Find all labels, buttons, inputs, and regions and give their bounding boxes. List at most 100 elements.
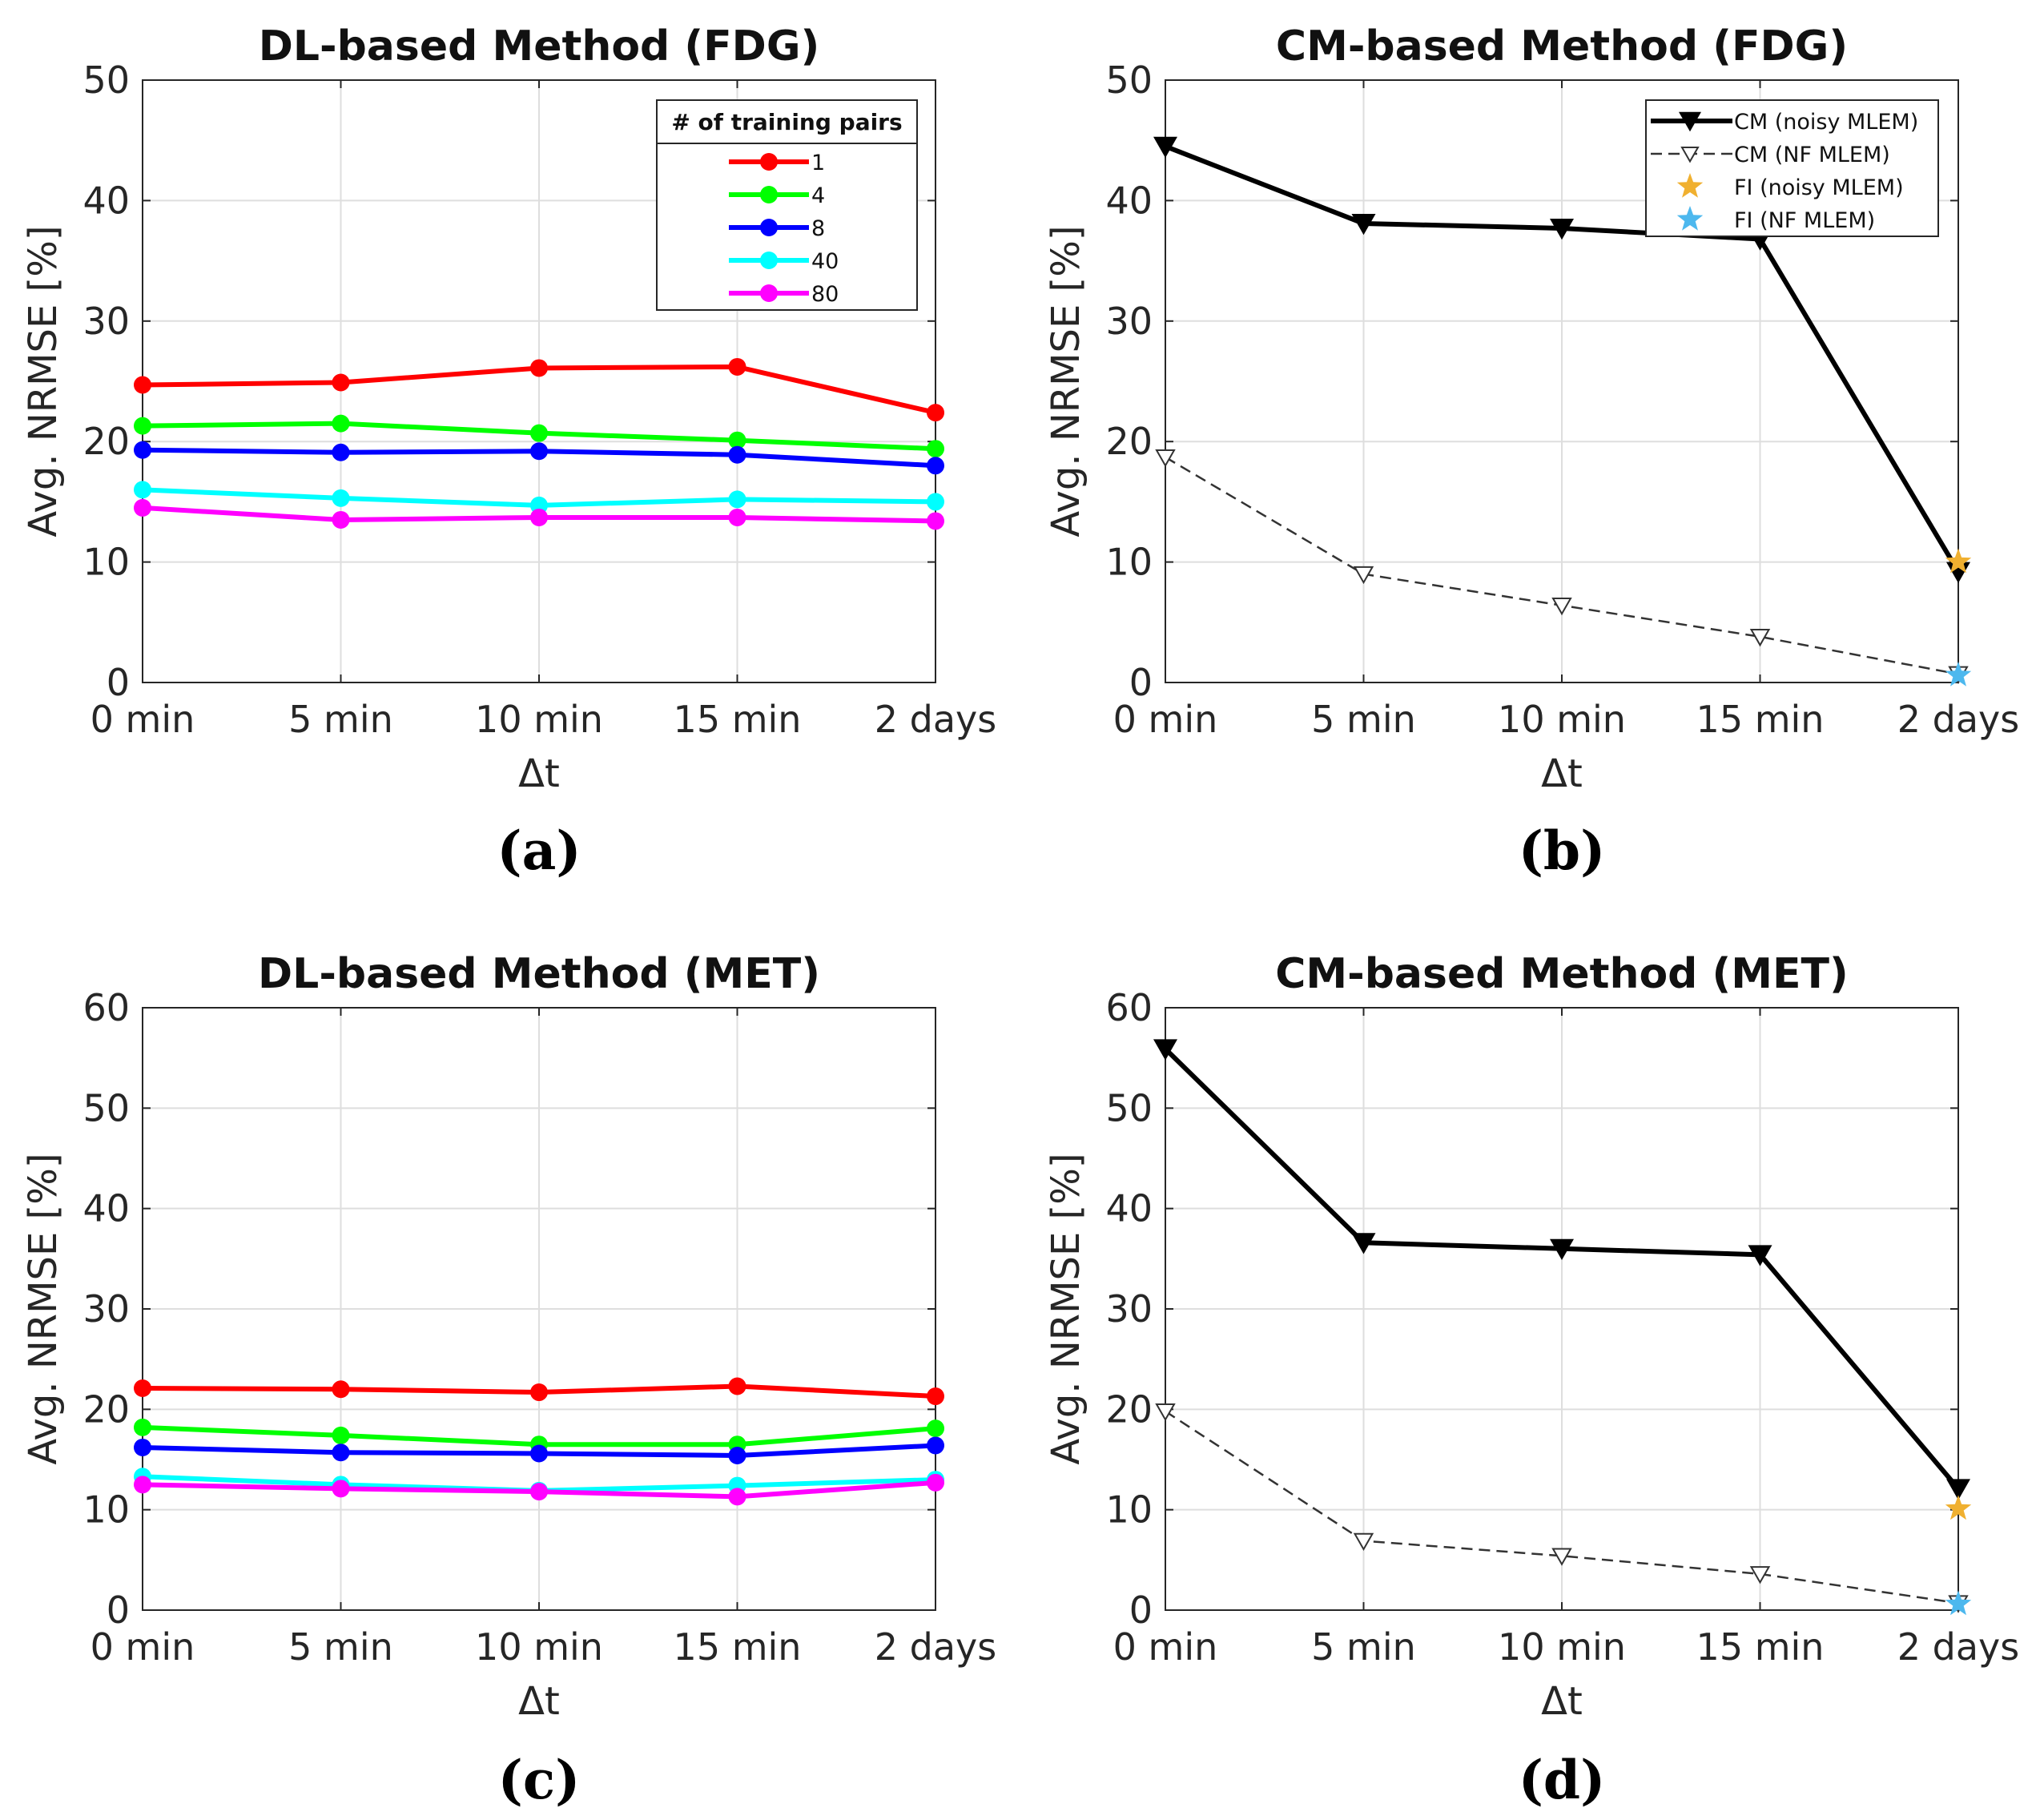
y-tick-label: 40 (82, 179, 130, 222)
y-tick-label: 50 (1105, 58, 1153, 102)
data-point (134, 1476, 151, 1494)
legend-box (656, 99, 918, 311)
x-tick-label: 2 days (875, 698, 996, 741)
data-point (1153, 136, 1177, 158)
x-tick-label: 0 min (91, 1625, 195, 1669)
series-0 (1153, 1039, 1970, 1500)
x-axis-label: Δt (518, 751, 560, 796)
chart-title: DL-based Method (MET) (258, 950, 820, 998)
legend-marker (1679, 111, 1701, 132)
x-tick-label: 10 min (475, 698, 603, 741)
data-point (332, 1380, 350, 1399)
y-tick-label: 40 (82, 1187, 130, 1230)
data-point (134, 441, 151, 459)
legend-marker (760, 219, 778, 236)
y-tick-label: 20 (1105, 420, 1153, 463)
data-point (1749, 629, 1771, 647)
y-tick-label: 0 (1129, 1588, 1153, 1632)
legend-label: CM (NF MLEM) (1734, 143, 1890, 167)
legend-label: 1 (811, 151, 825, 175)
x-tick-label: 2 days (875, 1625, 996, 1669)
data-point (1351, 1233, 1376, 1254)
legend-marker (760, 284, 778, 302)
x-tick-label: 0 min (91, 698, 195, 741)
legend-marker (1680, 147, 1700, 163)
legend: CM (noisy MLEM) CM (NF MLEM) FI (noisy MLE… (1645, 99, 1939, 237)
x-tick-label: 5 min (1311, 698, 1416, 741)
data-point (728, 1377, 746, 1395)
y-tick-label: 50 (82, 1086, 130, 1129)
series-2 (1945, 1495, 1972, 1520)
y-tick-label: 0 (107, 1588, 130, 1632)
data-point (1550, 1238, 1574, 1261)
series-1 (134, 1418, 944, 1454)
y-axis-label: Avg. NRMSE [%] (21, 225, 66, 537)
y-tick-label: 10 (82, 1488, 130, 1532)
y-tick-label: 60 (82, 986, 130, 1029)
y-tick-label: 0 (107, 661, 130, 704)
data-point (134, 376, 151, 394)
data-point (728, 490, 746, 509)
y-tick-label: 50 (1105, 1086, 1153, 1129)
legend-title: # of training pairs (671, 109, 902, 135)
data-point (1155, 449, 1176, 468)
x-tick-label: 5 min (288, 1625, 393, 1669)
data-point (728, 1446, 746, 1464)
data-point (1353, 566, 1374, 585)
data-point (927, 1419, 944, 1438)
y-tick-label: 10 (1105, 1488, 1153, 1532)
series-2 (134, 441, 944, 475)
x-tick-label: 10 min (475, 1625, 603, 1669)
x-tick-label: 15 min (1696, 1625, 1825, 1669)
data-point (1945, 1590, 1972, 1616)
data-point (728, 1488, 746, 1506)
series-1 (134, 414, 944, 458)
legend-label: FI (noisy MLEM) (1734, 175, 1904, 200)
legend-label: CM (noisy MLEM) (1734, 110, 1918, 135)
data-point (728, 357, 746, 376)
x-tick-label: 5 min (1311, 1625, 1416, 1669)
data-point (1551, 597, 1572, 616)
data-point (134, 1379, 151, 1398)
y-tick-label: 10 (82, 541, 130, 584)
chart-panel-3: 0 min 5 min 10 min 15 min 2 days 0 10 20 30 40 50 6… (1044, 950, 2019, 1811)
x-tick-label: 0 min (1113, 1625, 1218, 1669)
data-point (530, 496, 548, 514)
legend-marker (760, 252, 778, 269)
x-tick-label: 0 min (1113, 698, 1218, 741)
legend-label: 8 (811, 216, 825, 241)
panel-label: (b) (1519, 819, 1606, 882)
data-point (1550, 218, 1574, 240)
panel-label: (c) (498, 1749, 581, 1811)
data-point (332, 1444, 350, 1462)
data-point (728, 508, 746, 526)
legend-marker (1676, 173, 1704, 198)
y-tick-label: 20 (82, 420, 130, 463)
series-3 (1945, 1590, 1972, 1616)
chart-title: CM-based Method (MET) (1275, 950, 1849, 998)
y-axis-label: Avg. NRMSE [%] (1044, 1153, 1088, 1464)
data-point (927, 1436, 944, 1455)
data-point (927, 457, 944, 475)
panel-label: (d) (1519, 1749, 1606, 1811)
data-point (332, 1426, 350, 1444)
series-0 (134, 357, 944, 422)
series-2 (1945, 548, 1972, 574)
y-axis-label: Avg. NRMSE [%] (21, 1153, 66, 1464)
data-point (332, 1480, 350, 1498)
x-axis-label: Δt (1541, 751, 1583, 796)
data-point (927, 404, 944, 422)
y-tick-label: 30 (82, 1287, 130, 1331)
legend-label: FI (NF MLEM) (1734, 208, 1875, 233)
data-point (134, 498, 151, 517)
data-point (134, 417, 151, 435)
chart-title: DL-based Method (FDG) (259, 22, 820, 70)
y-tick-label: 20 (1105, 1387, 1153, 1431)
series-4 (134, 1473, 944, 1506)
legend-label: 80 (811, 282, 839, 307)
data-point (1153, 1039, 1177, 1061)
series-0 (134, 1377, 944, 1406)
y-tick-label: 50 (82, 58, 130, 102)
data-point (728, 445, 746, 464)
data-point (134, 1438, 151, 1456)
